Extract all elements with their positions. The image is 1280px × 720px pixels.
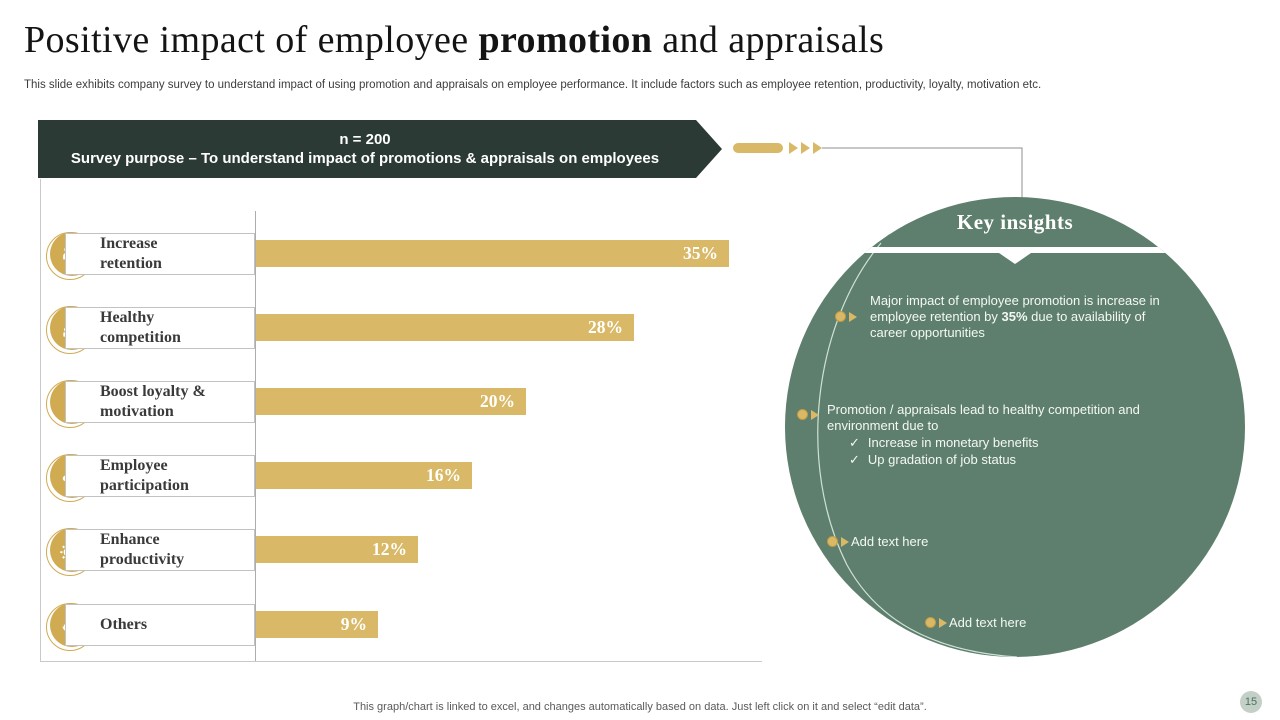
check-icon: ✓ (849, 434, 860, 450)
bullet-marker-icon (925, 617, 947, 628)
chart-axis-line (255, 211, 256, 661)
chart-frame-left (40, 179, 41, 662)
check-icon: ✓ (849, 451, 860, 467)
chart-row-healthy-competition: Healthy competition 28% (40, 306, 780, 354)
chart-row-others: Others 9% (40, 603, 780, 651)
divider (785, 247, 1245, 253)
bar-employee-participation: 16% (256, 462, 472, 489)
category-label: Healthy competition (65, 307, 255, 349)
title-bold-word: promotion (478, 19, 653, 61)
chart-row-enhance-productivity: Enhance productivity 12% (40, 528, 780, 576)
footer-note: This graph/chart is linked to excel, and… (353, 701, 927, 713)
insight-placeholder-2[interactable]: Add text here (949, 615, 1027, 630)
bar-enhance-productivity: 12% (256, 536, 418, 563)
title-part1: Positive impact of employee (24, 19, 479, 61)
page-title: Positive impact of employee promotion an… (24, 18, 1174, 62)
chevron-down-icon (999, 253, 1031, 264)
bar-healthy-competition: 28% (256, 314, 634, 341)
bar-boost-loyalty: 20% (256, 388, 526, 415)
bullet-marker-icon (797, 409, 819, 420)
chart-frame-bottom (40, 661, 762, 662)
bar-others: 9% (256, 611, 378, 638)
bullet-marker-icon (835, 311, 857, 322)
check-item: ✓ Up gradation of job status (849, 451, 1017, 467)
slide-subtitle: This slide exhibits company survey to un… (24, 79, 1042, 91)
arrow-right-icon (789, 142, 798, 154)
key-insights-panel: Key insights Major impact of employee pr… (785, 197, 1245, 657)
category-label: Enhance productivity (65, 529, 255, 571)
key-insights-title: Key insights (956, 210, 1074, 234)
check-item: ✓ Increase in monetary benefits (849, 434, 1039, 450)
chart-row-increase-retention: Increase retention 35% (40, 232, 780, 280)
category-label: Increase retention (65, 233, 255, 275)
bar-increase-retention: 35% (256, 240, 729, 267)
gold-dash-decoration (733, 143, 783, 153)
title-part3: and appraisals (652, 19, 885, 61)
insight-item-1: Major impact of employee promotion is in… (870, 293, 1160, 340)
bullet-marker-icon (827, 536, 849, 547)
arrow-right-icon (813, 142, 822, 154)
category-label: Others (65, 604, 255, 646)
banner-sample-size: n = 200 (339, 131, 391, 148)
arrow-right-icon (801, 142, 810, 154)
insight-arc-decoration (817, 242, 1018, 657)
category-label: Boost loyalty & motivation (65, 381, 255, 423)
page-number-badge: 15 (1240, 691, 1262, 713)
insight-item-2: Promotion / appraisals lead to healthy c… (827, 402, 1163, 467)
chart-row-boost-loyalty: Boost loyalty & motivation 20% (40, 380, 780, 428)
survey-purpose-banner: n = 200 Survey purpose – To understand i… (38, 120, 722, 178)
insight-placeholder-1[interactable]: Add text here (851, 534, 929, 549)
banner-purpose-text: Survey purpose – To understand impact of… (70, 150, 660, 167)
chart-row-employee-participation: Employee participation 16% (40, 454, 780, 502)
category-label: Employee participation (65, 455, 255, 497)
